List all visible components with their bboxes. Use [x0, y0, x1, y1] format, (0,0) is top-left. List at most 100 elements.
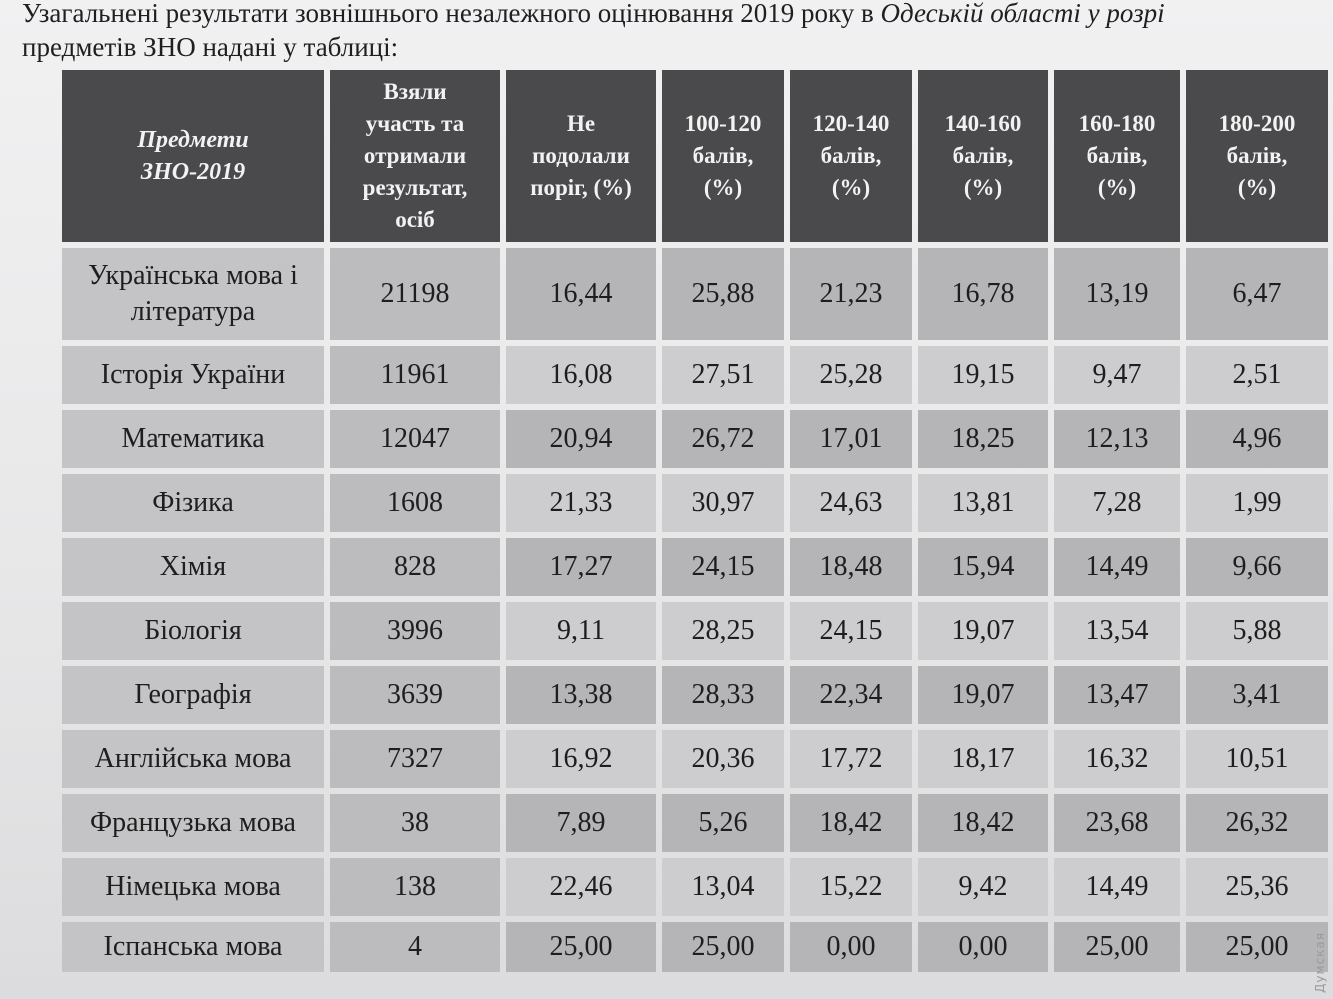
value-cell: 9,11: [506, 602, 656, 660]
intro-text: Узагальнені результати зовнішнього незал…: [22, 0, 1322, 64]
value-cell: 24,15: [790, 602, 912, 660]
value-cell: 1,99: [1186, 474, 1328, 532]
value-cell: 7327: [330, 730, 500, 788]
value-cell: 17,01: [790, 410, 912, 468]
value-cell: 20,36: [662, 730, 784, 788]
value-cell: 14,49: [1054, 538, 1180, 596]
value-cell: 19,07: [918, 666, 1048, 724]
value-cell: 16,08: [506, 346, 656, 404]
value-cell: 3639: [330, 666, 500, 724]
value-cell: 5,26: [662, 794, 784, 852]
value-cell: 25,00: [506, 922, 656, 972]
header-line: ЗНО-2019: [140, 159, 246, 185]
intro-line-1-italic: Одеській області у розрі: [880, 0, 1165, 28]
header-line: подолали: [532, 143, 630, 168]
value-cell: 9,42: [918, 858, 1048, 916]
results-table-grid: Предмети ЗНО-2019 Взяли участь та отримали ре…: [62, 70, 1328, 972]
value-cell: 25,00: [1054, 922, 1180, 972]
value-cell: 25,36: [1186, 858, 1328, 916]
header-line: Предмети: [137, 127, 249, 153]
header-line: Не: [566, 111, 596, 136]
value-cell: 21,33: [506, 474, 656, 532]
value-cell: 5,88: [1186, 602, 1328, 660]
value-cell: 19,15: [918, 346, 1048, 404]
header-line: поріг, (%): [530, 175, 632, 200]
header-cell-4: 120-140 балів, (%): [790, 70, 912, 242]
header-line: балів,: [820, 143, 882, 168]
subject-name-cell: Географія: [62, 666, 324, 724]
value-cell: 25,00: [662, 922, 784, 972]
header-line: 120-140: [812, 111, 890, 136]
header-line: балів,: [1086, 143, 1148, 168]
value-cell: 4,96: [1186, 410, 1328, 468]
intro-line-1: Узагальнені результати зовнішнього незал…: [22, 0, 1322, 30]
value-cell: 26,72: [662, 410, 784, 468]
value-cell: 13,81: [918, 474, 1048, 532]
header-line: балів,: [952, 143, 1014, 168]
subject-name-cell: Хімія: [62, 538, 324, 596]
value-cell: 23,68: [1054, 794, 1180, 852]
value-cell: 26,32: [1186, 794, 1328, 852]
subject-name-cell: Фізика: [62, 474, 324, 532]
value-cell: 13,19: [1054, 248, 1180, 340]
value-cell: 16,32: [1054, 730, 1180, 788]
intro-line-1-prefix: Узагальнені результати зовнішнього незал…: [22, 0, 881, 28]
header-cell-1: Взяли участь та отримали результат, осіб: [330, 70, 500, 242]
value-cell: 15,94: [918, 538, 1048, 596]
value-cell: 18,17: [918, 730, 1048, 788]
value-cell: 17,72: [790, 730, 912, 788]
value-cell: 24,15: [662, 538, 784, 596]
value-cell: 20,94: [506, 410, 656, 468]
header-cell-2: Не подолали поріг, (%): [506, 70, 656, 242]
value-cell: 22,46: [506, 858, 656, 916]
subject-name-cell: Англійська мова: [62, 730, 324, 788]
value-cell: 22,34: [790, 666, 912, 724]
header-cell-text: 180-200 балів, (%): [1219, 108, 1296, 204]
value-cell: 19,07: [918, 602, 1048, 660]
subject-name-cell: Українська мова і література: [62, 248, 324, 340]
value-cell: 18,48: [790, 538, 912, 596]
header-cell-3: 100-120 балів, (%): [662, 70, 784, 242]
value-cell: 9,66: [1186, 538, 1328, 596]
value-cell: 18,42: [918, 794, 1048, 852]
subject-name-cell: Іспанська мова: [62, 922, 324, 972]
subject-name-cell: Математика: [62, 410, 324, 468]
header-cell-text: Не подолали поріг, (%): [530, 108, 632, 204]
value-cell: 0,00: [918, 922, 1048, 972]
value-cell: 17,27: [506, 538, 656, 596]
header-cell-7: 180-200 балів, (%): [1186, 70, 1328, 242]
value-cell: 24,63: [790, 474, 912, 532]
intro-line-2: предметів ЗНО надані у таблиці:: [22, 32, 399, 62]
value-cell: 18,25: [918, 410, 1048, 468]
header-line: 100-120: [684, 111, 762, 136]
header-line: балів,: [692, 143, 754, 168]
header-cell-5: 140-160 балів, (%): [918, 70, 1048, 242]
value-cell: 21,23: [790, 248, 912, 340]
header-line: Взяли: [383, 79, 447, 104]
value-cell: 16,44: [506, 248, 656, 340]
header-cell-text: 140-160 балів, (%): [945, 108, 1022, 204]
header-line: (%): [1237, 175, 1277, 200]
value-cell: 7,28: [1054, 474, 1180, 532]
value-cell: 9,47: [1054, 346, 1180, 404]
value-cell: 21198: [330, 248, 500, 340]
value-cell: 12,13: [1054, 410, 1180, 468]
value-cell: 0,00: [790, 922, 912, 972]
value-cell: 28,33: [662, 666, 784, 724]
value-cell: 16,78: [918, 248, 1048, 340]
header-cell-text: 100-120 балів, (%): [685, 108, 762, 204]
value-cell: 11961: [330, 346, 500, 404]
value-cell: 30,97: [662, 474, 784, 532]
header-line: (%): [703, 175, 743, 200]
value-cell: 1608: [330, 474, 500, 532]
results-table: Предмети ЗНО-2019 Взяли участь та отримали ре…: [62, 70, 1328, 972]
watermark: Думская: [1313, 932, 1327, 993]
value-cell: 13,38: [506, 666, 656, 724]
value-cell: 3996: [330, 602, 500, 660]
value-cell: 3,41: [1186, 666, 1328, 724]
header-cell-6: 160-180 балів, (%): [1054, 70, 1180, 242]
value-cell: 6,47: [1186, 248, 1328, 340]
header-line: (%): [1097, 175, 1137, 200]
header-line: отримали: [363, 143, 467, 168]
header-line: 160-180: [1078, 111, 1156, 136]
